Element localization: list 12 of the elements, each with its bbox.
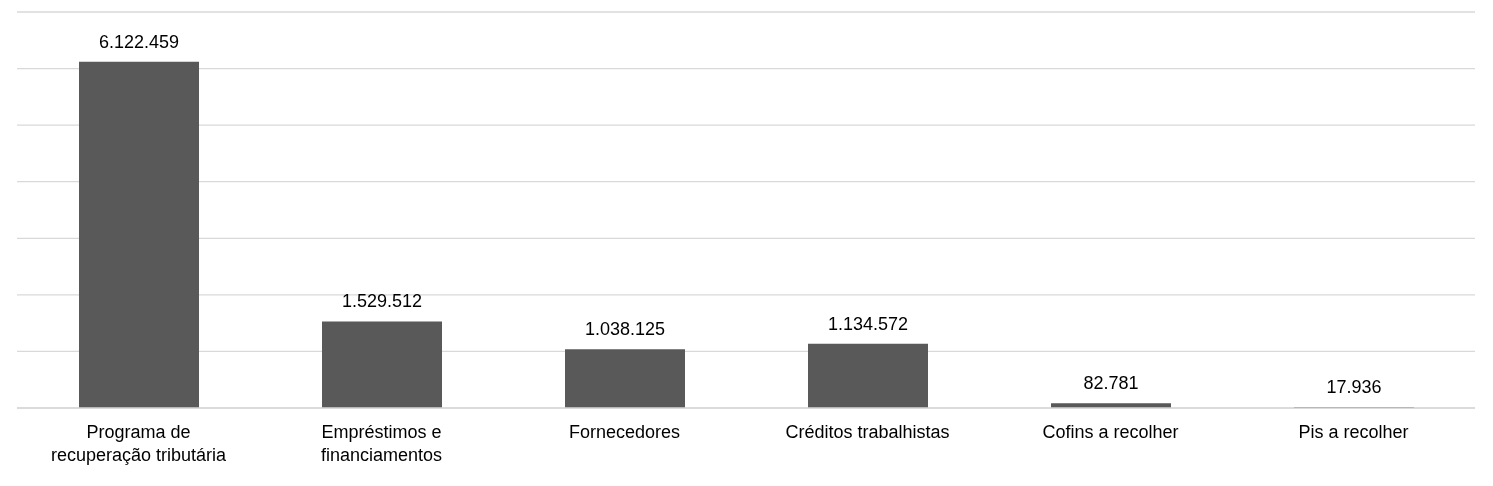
data-label: 82.781 [1083,373,1139,394]
data-label: 17.936 [1326,376,1382,397]
x-tick-label: Cofins a recolher [1042,422,1179,442]
data-label: 1.529.512 [341,291,423,312]
data-label: 1.134.572 [827,313,909,334]
data-label: 6.122.459 [98,31,180,52]
x-tick-label: Empréstimos e financiamentos [320,422,443,465]
x-tick-label: Fornecedores [568,422,681,442]
x-tick-label: Créditos trabalhistas [785,422,950,442]
x-tick-label: Programa de recuperação tributária [50,422,228,465]
data-label: 1.038.125 [584,319,666,340]
x-tick-label: Pis a recolher [1298,422,1409,442]
